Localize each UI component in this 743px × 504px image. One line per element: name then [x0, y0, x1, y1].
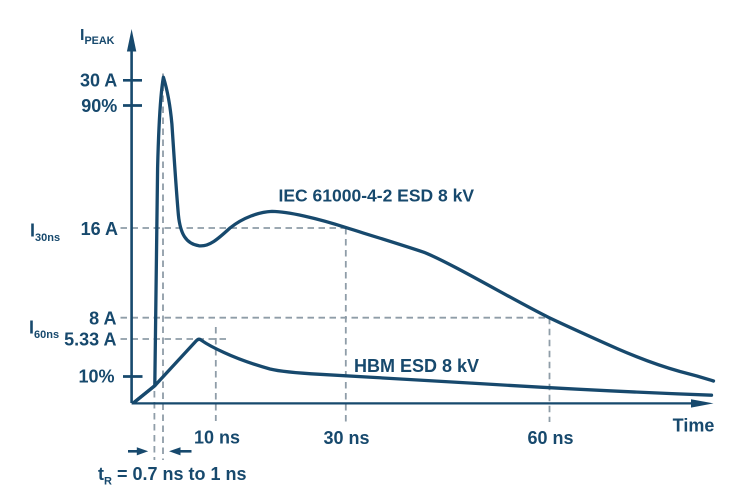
svg-text:Time: Time: [673, 415, 715, 435]
svg-text:60 ns: 60 ns: [527, 428, 573, 448]
svg-text:16 A: 16 A: [81, 219, 118, 239]
svg-text:5.33 A: 5.33 A: [64, 329, 116, 349]
svg-text:30 A: 30 A: [80, 71, 117, 91]
svg-text:8 A: 8 A: [89, 308, 116, 328]
svg-text:10%: 10%: [78, 367, 114, 387]
svg-text:IEC 61000-4-2 ESD 8 kV: IEC 61000-4-2 ESD 8 kV: [279, 186, 475, 206]
svg-text:10 ns: 10 ns: [194, 428, 240, 448]
svg-text:90%: 90%: [81, 96, 117, 116]
svg-text:30 ns: 30 ns: [323, 428, 369, 448]
svg-text:HBM ESD 8 kV: HBM ESD 8 kV: [354, 356, 479, 376]
svg-text:tR = 0.7 ns to 1 ns: tR = 0.7 ns to 1 ns: [98, 464, 247, 488]
